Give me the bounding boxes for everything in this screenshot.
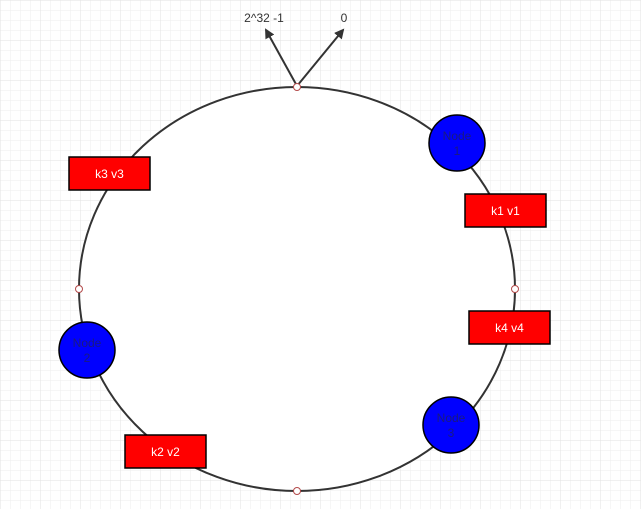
- arrow-label-max: 2^32 -1: [244, 11, 284, 25]
- ring-handle-bottom[interactable]: [293, 487, 301, 495]
- node-2-label-line2: 2: [84, 351, 91, 365]
- key-k3-v3[interactable]: k3 v3: [68, 156, 151, 191]
- arrow-to-zero: [296, 28, 345, 87]
- node-1-label-line2: 1: [454, 144, 461, 158]
- node-3-label-line2: 3: [448, 426, 455, 440]
- arrow-to-max: [265, 28, 298, 87]
- key-k3-v3-label: k3 v3: [95, 167, 124, 181]
- node-2[interactable]: Node 2: [58, 321, 116, 379]
- node-1[interactable]: Node 1: [428, 114, 486, 172]
- ring-handle-right[interactable]: [511, 285, 519, 293]
- node-3-label-line1: Node: [437, 411, 466, 425]
- node-3[interactable]: Node 3: [422, 396, 480, 454]
- key-k1-v1[interactable]: k1 v1: [464, 193, 547, 228]
- key-k1-v1-label: k1 v1: [491, 204, 520, 218]
- key-k2-v2-label: k2 v2: [151, 445, 180, 459]
- node-2-label-line1: Node: [73, 336, 102, 350]
- key-k2-v2[interactable]: k2 v2: [124, 434, 207, 469]
- key-k4-v4-label: k4 v4: [495, 321, 524, 335]
- ring-handle-left[interactable]: [75, 285, 83, 293]
- ring-handle-top[interactable]: [293, 83, 301, 91]
- node-1-label-line1: Node: [443, 129, 472, 143]
- key-k4-v4[interactable]: k4 v4: [468, 310, 551, 345]
- arrow-label-zero: 0: [341, 11, 348, 25]
